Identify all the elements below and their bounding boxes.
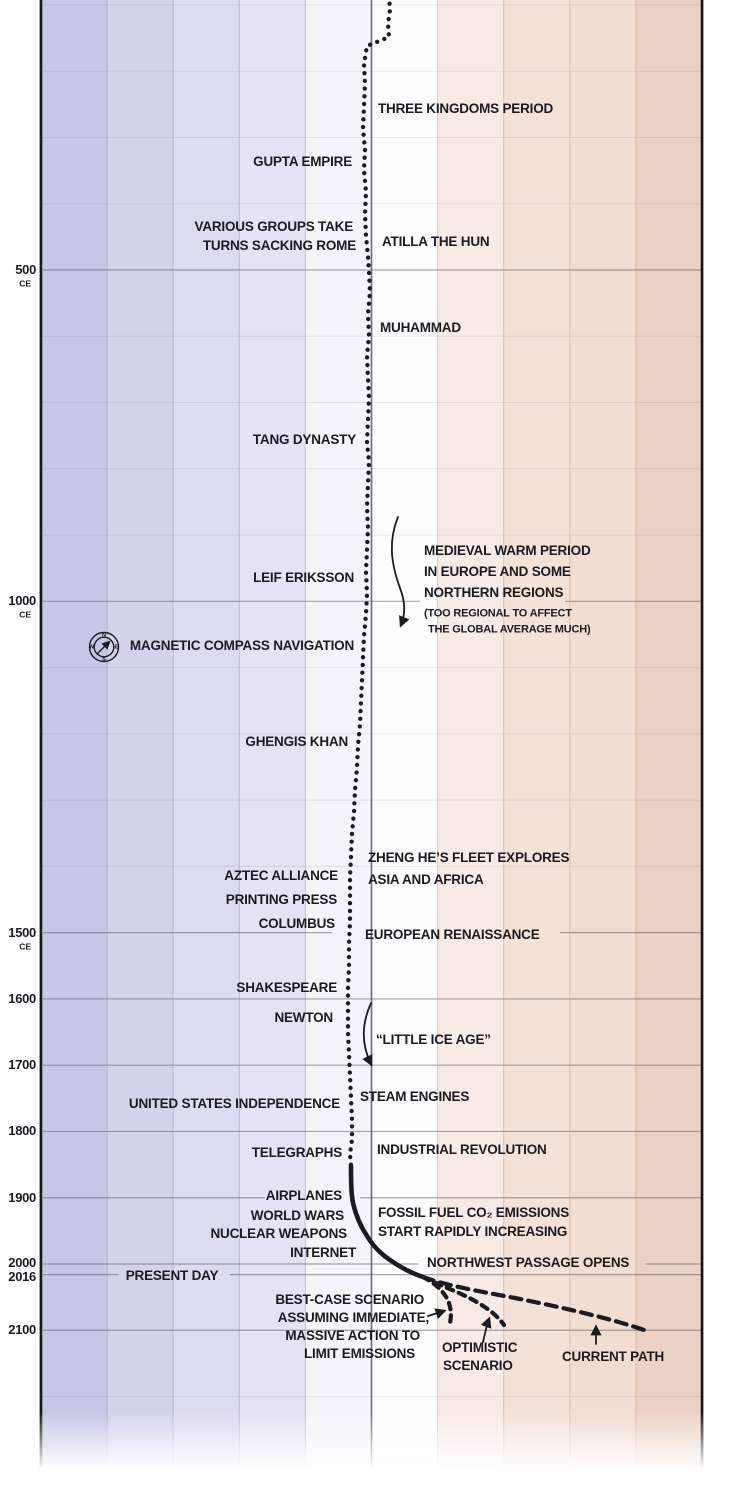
- label-current-path: CURRENT PATH: [562, 1348, 665, 1364]
- label-optimistic-2: SCENARIO: [443, 1357, 513, 1373]
- label-atilla: ATILLA THE HUN: [382, 233, 490, 249]
- axis-1900: 1900: [8, 1190, 36, 1206]
- axis-1600: 1600: [8, 991, 36, 1007]
- axis-1700: 1700: [8, 1057, 36, 1073]
- bottom-fade: [0, 1412, 740, 1470]
- label-optimistic-1: OPTIMISTIC: [442, 1339, 518, 1355]
- label-aztec-alliance: AZTEC ALLIANCE: [224, 867, 338, 883]
- label-medieval-warm-5: THE GLOBAL AVERAGE MUCH): [428, 623, 591, 636]
- axis-500: 500: [15, 262, 36, 278]
- axis-1800: 1800: [8, 1123, 36, 1139]
- label-internet: INTERNET: [290, 1244, 356, 1260]
- axis-500-ce: CE: [19, 278, 31, 289]
- temperature-color-bands: [41, 0, 703, 1504]
- compass-letter: N: [102, 632, 106, 638]
- label-best-case-4: LIMIT EMISSIONS: [303, 1345, 415, 1361]
- scenario-line-best-case: [420, 1274, 453, 1330]
- label-fossil-fuel-1: FOSSIL FUEL CO₂ EMISSIONS: [378, 1204, 570, 1220]
- label-fossil-fuel-2: START RAPIDLY INCREASING: [378, 1223, 568, 1239]
- temperature-gridlines: [106, 0, 637, 1504]
- label-magnetic-compass: MAGNETIC COMPASS NAVIGATION: [129, 637, 354, 653]
- scenario-line-current-path: [420, 1274, 650, 1334]
- label-best-case-2: ASSUMING IMMEDIATE,: [277, 1309, 429, 1325]
- axis-1000: 1000: [8, 593, 36, 609]
- label-northwest-passage: NORTHWEST PASSAGE OPENS: [427, 1254, 630, 1270]
- label-shakespeare: SHAKESPEARE: [236, 979, 337, 995]
- label-european-renaissance: EUROPEAN RENAISSANCE: [365, 926, 540, 942]
- label-three-kingdoms: THREE KINGDOMS PERIOD: [378, 100, 554, 116]
- compass-letter: S: [102, 657, 106, 663]
- compass-icon: N E S W: [89, 631, 120, 663]
- label-medieval-warm-3: NORTHERN REGIONS: [424, 584, 564, 600]
- label-gupta-empire: GUPTA EMPIRE: [253, 153, 352, 169]
- label-best-case-3: MASSIVE ACTION TO: [285, 1327, 420, 1343]
- label-zheng-he-1: ZHENG HE’S FLEET EXPLORES: [368, 849, 570, 865]
- label-steam-engines: STEAM ENGINES: [360, 1088, 470, 1104]
- bottom-fade-solid: [0, 1468, 740, 1504]
- label-muhammad: MUHAMMAD: [380, 319, 461, 335]
- axis-2100: 2100: [8, 1322, 36, 1338]
- label-medieval-warm-2: IN EUROPE AND SOME: [424, 563, 571, 579]
- label-leif-eriksson: LEIF ERIKSSON: [253, 569, 354, 585]
- label-zheng-he-2: ASIA AND AFRICA: [368, 871, 484, 887]
- label-tang-dynasty: TANG DYNASTY: [252, 431, 356, 447]
- compass-letter: E: [115, 645, 119, 651]
- plot-borders: [39, 0, 704, 1504]
- label-ghengis-khan: GHENGIS KHAN: [245, 733, 348, 749]
- label-present-day: PRESENT DAY: [125, 1267, 219, 1283]
- label-printing-press: PRINTING PRESS: [225, 891, 337, 907]
- label-newton: NEWTON: [274, 1009, 333, 1025]
- optimistic-arrow: [480, 1316, 492, 1343]
- label-us-independence: UNITED STATES INDEPENDENCE: [128, 1095, 340, 1111]
- label-columbus: COLUMBUS: [258, 915, 336, 931]
- label-medieval-warm-1: MEDIEVAL WARM PERIOD: [424, 542, 591, 558]
- axis-1000-ce: CE: [19, 609, 31, 620]
- label-little-ice-age: “LITTLE ICE AGE”: [376, 1031, 491, 1047]
- best-case-arrow: [427, 1308, 447, 1319]
- label-sacking-rome-1: VARIOUS GROUPS TAKE: [194, 218, 354, 234]
- axis-2016: 2016: [8, 1269, 36, 1285]
- axis-2000: 2000: [8, 1255, 36, 1271]
- medieval-warm-arrow: [390, 516, 410, 628]
- compass-letter: W: [89, 645, 95, 651]
- temperature-line-observed: [348, 1163, 426, 1280]
- label-medieval-warm-4: (TOO REGIONAL TO AFFECT: [424, 607, 572, 620]
- axis-1500-ce: CE: [19, 941, 31, 952]
- axis-1500: 1500: [8, 925, 36, 941]
- label-telegraphs: TELEGRAPHS: [251, 1144, 342, 1160]
- scenario-line-optimistic: [420, 1274, 507, 1328]
- label-industrial-revolution: INDUSTRIAL REVOLUTION: [377, 1141, 547, 1157]
- label-sacking-rome-2: TURNS SACKING ROME: [202, 237, 356, 253]
- label-airplanes: AIRPLANES: [265, 1187, 342, 1203]
- label-nuclear-weapons: NUCLEAR WEAPONS: [210, 1225, 347, 1241]
- little-ice-age-arrow: [362, 1002, 373, 1067]
- label-world-wars: WORLD WARS: [250, 1207, 344, 1223]
- label-best-case-1: BEST-CASE SCENARIO: [275, 1291, 424, 1307]
